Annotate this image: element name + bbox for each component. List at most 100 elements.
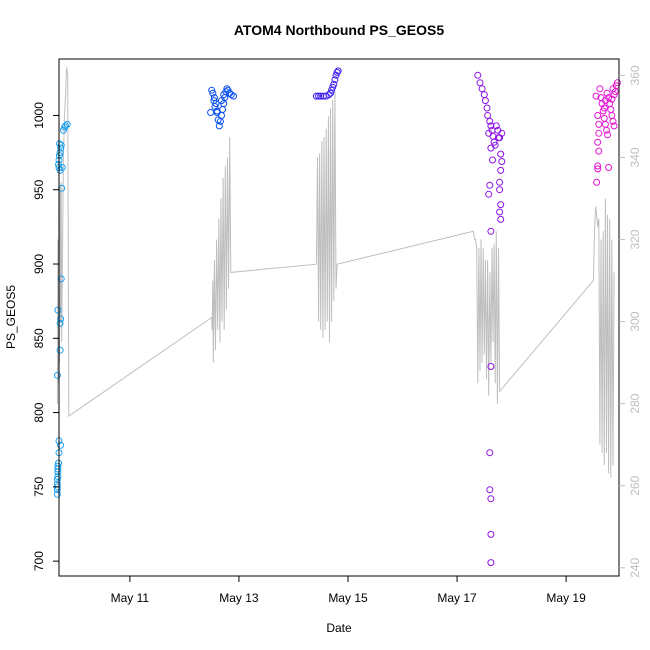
data-point-s3-35: [497, 215, 505, 223]
data-point-s4-4: [594, 138, 602, 146]
data-point-s1-20: [220, 91, 228, 99]
data-point-s4-15: [603, 126, 610, 134]
x-tick-label-2: May 15: [328, 591, 368, 605]
data-point-s3-25: [492, 122, 500, 130]
chart-title: ATOM4 Northbound PS_GEOS5: [234, 22, 444, 38]
data-point-s3-33: [497, 201, 505, 209]
data-point-s4-14: [601, 120, 609, 128]
x-axis: May 11 May 13 May 15 May 17 May 19: [111, 576, 586, 605]
data-point-s3-7: [486, 117, 494, 125]
data-point-s3-19: [487, 363, 495, 370]
data-point-s1-0: [208, 86, 216, 94]
data-point-s0-0: [53, 490, 61, 498]
data-point-s0-15: [56, 319, 64, 327]
y-tick-label-6: 1000: [32, 102, 46, 129]
data-point-s3-13: [485, 129, 493, 137]
x-tick-label-1: May 13: [219, 591, 259, 605]
y-tick-label-1: 750: [32, 477, 46, 497]
data-point-s3-20: [486, 449, 494, 457]
y2-tick-label-5: 340: [628, 147, 642, 167]
x-axis-label: Date: [326, 621, 352, 635]
data-point-s3-11: [490, 138, 498, 146]
y-tick-label-2: 800: [32, 402, 46, 422]
data-point-s0-16: [57, 315, 65, 323]
data-point-s3-16: [486, 181, 494, 189]
data-point-s0-25: [56, 149, 64, 157]
data-point-s2-10: [331, 76, 339, 84]
data-point-s4-3: [595, 129, 603, 137]
y2-tick-label-2: 280: [628, 393, 642, 413]
data-point-s3-17: [485, 190, 493, 198]
points-layer: [53, 67, 621, 567]
x-tick-label-4: May 19: [546, 591, 586, 605]
data-point-s4-7: [594, 165, 602, 173]
data-point-s0-8: [54, 462, 62, 470]
data-point-s0-14: [54, 306, 62, 314]
data-point-s3-32: [496, 186, 504, 194]
data-point-s3-14: [487, 144, 495, 152]
y2-tick-label-4: 320: [628, 229, 642, 249]
data-point-s3-30: [497, 166, 505, 174]
x-tick-label-0: May 11: [111, 591, 150, 605]
y2-axis: 240 260 280 300 320 340 360: [619, 65, 642, 578]
y-tick-label-0: 700: [32, 551, 46, 571]
data-point-s3-15: [489, 156, 496, 164]
x-tick-label-3: May 17: [437, 591, 477, 605]
data-point-s4-5: [595, 147, 603, 155]
data-point-s2-9: [330, 80, 338, 88]
data-point-s1-9: [218, 112, 225, 119]
data-point-s4-31: [605, 164, 613, 171]
data-point-s4-28: [613, 79, 621, 87]
data-point-s0-13: [53, 371, 61, 379]
data-point-s0-32: [63, 120, 71, 128]
data-point-s4-9: [596, 85, 604, 93]
data-point-s2-1: [315, 92, 323, 100]
data-point-s1-18: [230, 92, 237, 100]
data-point-s3-18: [487, 227, 495, 235]
y-tick-label-3: 850: [32, 328, 46, 348]
data-point-s3-24: [487, 559, 495, 567]
y-tick-label-5: 950: [32, 179, 46, 199]
data-point-s3-31: [496, 178, 504, 186]
data-point-s3-22: [487, 495, 495, 503]
data-point-s0-31: [62, 122, 69, 130]
data-point-s2-7: [328, 86, 336, 94]
data-point-s0-4: [53, 475, 61, 483]
data-point-s0-29: [59, 126, 67, 134]
data-point-s4-1: [594, 112, 602, 119]
data-point-s1-1: [209, 89, 217, 97]
y2-tick-label-3: 300: [628, 311, 642, 331]
data-point-s3-4: [481, 97, 489, 105]
data-point-s2-0: [312, 92, 320, 100]
data-point-s4-25: [610, 122, 618, 130]
data-point-s4-24: [609, 117, 617, 125]
data-point-s3-37: [498, 129, 506, 137]
series-line-5: [56, 67, 615, 478]
data-point-s3-3: [480, 91, 488, 99]
data-point-s0-26: [57, 144, 65, 152]
data-point-s4-6: [594, 162, 602, 170]
data-point-s2-12: [333, 68, 341, 76]
data-point-s3-5: [483, 104, 491, 112]
data-point-s0-17: [56, 346, 64, 354]
right-axis-line-layer: [56, 67, 615, 478]
data-point-s4-0: [592, 92, 600, 100]
data-point-s3-34: [496, 208, 504, 216]
data-point-s2-13: [334, 67, 342, 75]
data-point-s3-28: [497, 150, 505, 158]
data-point-s0-27: [57, 141, 65, 149]
data-point-s1-10: [219, 106, 227, 113]
data-point-s1-6: [215, 122, 223, 130]
y-tick-label-4: 900: [32, 254, 46, 274]
plot-frame: [58, 58, 620, 577]
data-point-s4-17: [600, 104, 608, 112]
data-point-s3-8: [487, 122, 495, 130]
data-point-s4-32: [608, 95, 616, 103]
y-axis-label: PS_GEOS5: [4, 285, 18, 349]
data-point-s4-8: [593, 178, 601, 186]
data-point-s4-22: [607, 106, 615, 113]
y2-tick-label-1: 260: [628, 475, 642, 495]
data-point-s3-29: [498, 158, 506, 165]
data-point-s4-16: [604, 131, 611, 139]
data-point-s3-1: [476, 79, 484, 87]
